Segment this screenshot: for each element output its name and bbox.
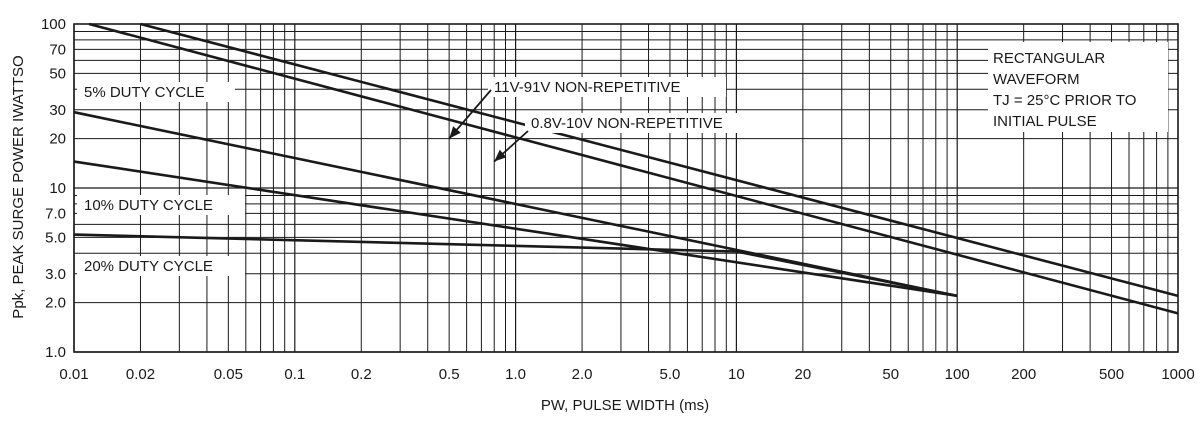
x-tick-label: 1.0 <box>505 366 526 383</box>
x-tick-label: 0.1 <box>284 366 305 383</box>
label-background <box>77 82 235 102</box>
y-tick-label: 2.0 <box>45 295 66 312</box>
x-tick-label: 10 <box>728 366 745 383</box>
note-line: INITIAL PULSE <box>993 113 1097 130</box>
y-tick-label: 5.0 <box>45 229 66 246</box>
series-line <box>73 160 958 298</box>
annotation-labels: 11V-91V NON-REPETITIVE 0.8V-10V NON-REPET… <box>77 42 1168 276</box>
y-tick-label: 30 <box>49 102 66 119</box>
x-tick-label: 5.0 <box>660 366 681 383</box>
series-lines <box>73 22 1179 315</box>
y-tick-label: 70 <box>49 41 66 58</box>
x-tick-label: 100 <box>945 366 970 383</box>
annotation-label: 20% DUTY CYCLE <box>84 258 213 275</box>
y-tick-label: 7.0 <box>45 205 66 222</box>
x-tick-label: 500 <box>1099 366 1124 383</box>
y-tick-label: 10 <box>49 180 66 197</box>
y-tick-label: 100 <box>41 16 66 33</box>
annotation-arrowhead <box>494 149 507 162</box>
series-line <box>140 22 1179 298</box>
x-axis-ticks: 0.01 0.02 0.05 0.1 0.2 0.5 1.0 2.0 5.0 10 20 50 100 2… <box>59 366 1194 383</box>
x-tick-label: 0.5 <box>439 366 460 383</box>
y-tick-label: 50 <box>49 65 66 82</box>
y-axis-ticks: 1.0 2.0 3.0 5.0 7.0 10 20 30 50 70 100 <box>41 16 66 361</box>
series-line <box>88 22 1179 315</box>
x-tick-label: 0.2 <box>351 366 372 383</box>
label-background <box>525 113 771 133</box>
x-tick-label: 0.01 <box>59 366 88 383</box>
plot-frame <box>73 23 1179 353</box>
annotation-label: 5% DUTY CYCLE <box>84 84 205 101</box>
note-line: RECTANGULAR <box>993 50 1105 67</box>
note-background <box>988 42 1168 132</box>
y-tick-label: 3.0 <box>45 266 66 283</box>
note-line: TJ = 25°C PRIOR TO <box>993 92 1136 109</box>
label-background <box>77 195 245 215</box>
annotation-label: 11V-91V NON-REPETITIVE <box>494 79 680 96</box>
x-tick-label: 200 <box>1011 366 1036 383</box>
grid <box>73 23 1179 353</box>
label-background <box>488 77 726 97</box>
x-tick-label: 2.0 <box>572 366 593 383</box>
x-axis-title: PW, PULSE WIDTH (ms) <box>541 397 709 414</box>
x-tick-label: 1000 <box>1161 366 1194 383</box>
x-tick-label: 50 <box>882 366 899 383</box>
y-tick-label: 1.0 <box>45 344 66 361</box>
annotation-label: 10% DUTY CYCLE <box>84 197 213 214</box>
x-tick-label: 0.02 <box>126 366 155 383</box>
x-tick-label: 0.05 <box>214 366 243 383</box>
y-tick-label: 20 <box>49 131 66 148</box>
y-axis-title: Ppk, PEAK SURGE POWER IWATTSO <box>10 55 27 318</box>
series-line <box>73 233 958 298</box>
label-background <box>77 256 245 276</box>
annotation-label: 0.8V-10V NON-REPETITIVE <box>531 115 723 132</box>
x-tick-label: 20 <box>795 366 812 383</box>
annotation-arrowhead <box>449 126 461 139</box>
note-line: WAVEFORM <box>993 71 1080 88</box>
